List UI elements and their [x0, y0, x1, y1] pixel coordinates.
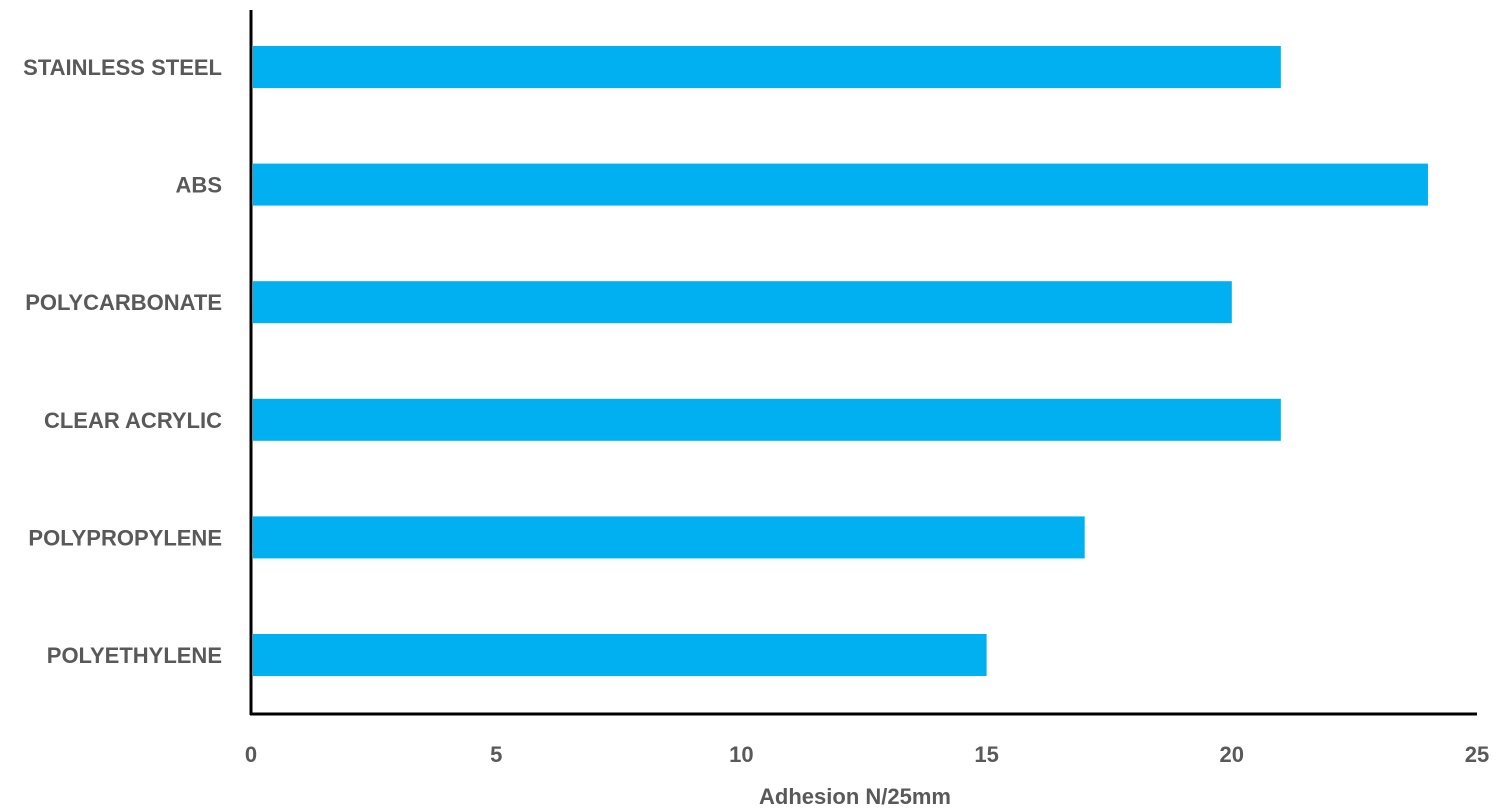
- category-label-polycarbonate: POLYCARBONATE: [25, 290, 222, 315]
- category-label-abs: ABS: [176, 173, 222, 198]
- bar-clear-acrylic: [253, 398, 1281, 441]
- x-tick-label-20: 20: [1220, 742, 1244, 767]
- bar-polyethylene: [253, 634, 987, 676]
- bar-abs: [253, 163, 1428, 206]
- x-tick-label-10: 10: [729, 742, 753, 767]
- bar-polypropylene: [253, 516, 1085, 559]
- category-label-polyethylene: POLYETHYLENE: [47, 643, 222, 668]
- x-axis-title: Adhesion N/25mm: [759, 784, 951, 809]
- x-tick-label-5: 5: [490, 742, 502, 767]
- bar-stainless-steel: [253, 46, 1281, 88]
- category-labels: STAINLESS STEEL ABS POLYCARBONATE CLEAR ACR…: [23, 55, 222, 668]
- x-tick-label-0: 0: [245, 742, 257, 767]
- x-tick-labels: 0 5 10 15 20 25: [245, 742, 1489, 767]
- category-label-clear-acrylic: CLEAR ACRYLIC: [44, 408, 222, 433]
- bar-polycarbonate: [253, 281, 1232, 324]
- bars-group: [253, 46, 1428, 676]
- x-tick-label-25: 25: [1465, 742, 1489, 767]
- x-tick-label-15: 15: [974, 742, 998, 767]
- category-label-stainless-steel: STAINLESS STEEL: [23, 55, 222, 80]
- category-label-polypropylene: POLYPROPYLENE: [28, 525, 222, 550]
